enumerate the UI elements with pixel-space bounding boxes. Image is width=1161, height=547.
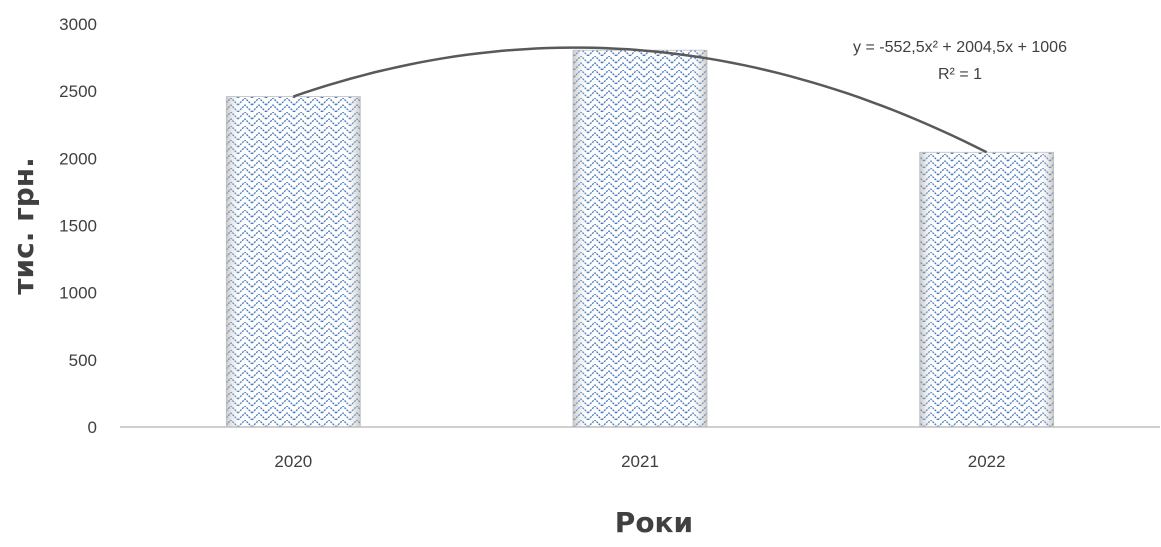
x-axis-title: Роки bbox=[615, 506, 693, 539]
trendline-equation: y = -552,5x² + 2004,5x + 1006 bbox=[853, 39, 1067, 56]
y-axis-ticks: 0 500 1000 1500 2000 2500 3000 bbox=[59, 15, 97, 437]
x-tick-label: 2022 bbox=[968, 452, 1006, 471]
x-tick-label: 2020 bbox=[274, 452, 312, 471]
trendline-r-squared: R² = 1 bbox=[938, 66, 982, 83]
trendline bbox=[292, 46, 988, 154]
y-axis-title: тис. грн. bbox=[7, 157, 40, 294]
x-tick-label: 2021 bbox=[621, 452, 659, 471]
y-tick-label: 500 bbox=[69, 351, 97, 370]
bar-2022 bbox=[919, 151, 1055, 428]
bars bbox=[225, 49, 1055, 428]
bar-2020 bbox=[225, 96, 361, 428]
y-tick-label: 1500 bbox=[59, 217, 97, 236]
y-tick-label: 2500 bbox=[59, 82, 97, 101]
y-tick-label: 3000 bbox=[59, 15, 97, 34]
x-axis-ticks: 2020 2021 2022 bbox=[274, 452, 1005, 471]
y-tick-label: 2000 bbox=[59, 149, 97, 168]
bar-2021 bbox=[572, 49, 708, 428]
y-tick-label: 1000 bbox=[59, 284, 97, 303]
y-tick-label: 0 bbox=[88, 418, 97, 437]
